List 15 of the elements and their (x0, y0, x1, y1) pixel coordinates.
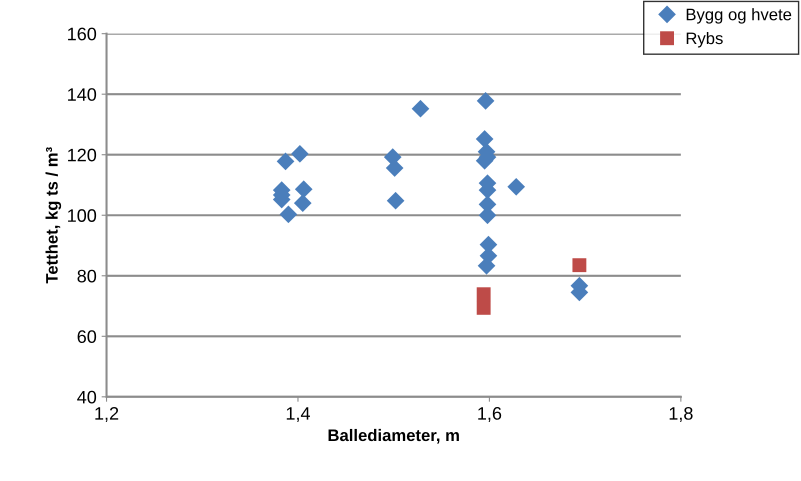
x-tick-label: 1,2 (95, 407, 118, 422)
y-tick-label: 120 (68, 148, 96, 162)
y-tick-label: 80 (78, 270, 96, 282)
y-tick-label: 160 (68, 28, 96, 40)
x-tick-label: 1,4 (286, 407, 310, 422)
y-tick-label: 40 (77, 390, 96, 404)
x-tick-label: 1,6 (478, 407, 502, 422)
y-tick-label: 100 (68, 209, 96, 222)
legend-label: Bygg og hvete (686, 8, 792, 24)
legend-label: Rybs (686, 32, 723, 48)
y-tick-label: 60 (78, 330, 96, 344)
x-tick-label: 1,8 (670, 407, 693, 422)
x-axis-title: Ballediameter, m (328, 428, 459, 444)
y-tick-label: 140 (68, 88, 96, 101)
y-axis-title: Tetthet, kg ts / m³ (46, 147, 62, 284)
